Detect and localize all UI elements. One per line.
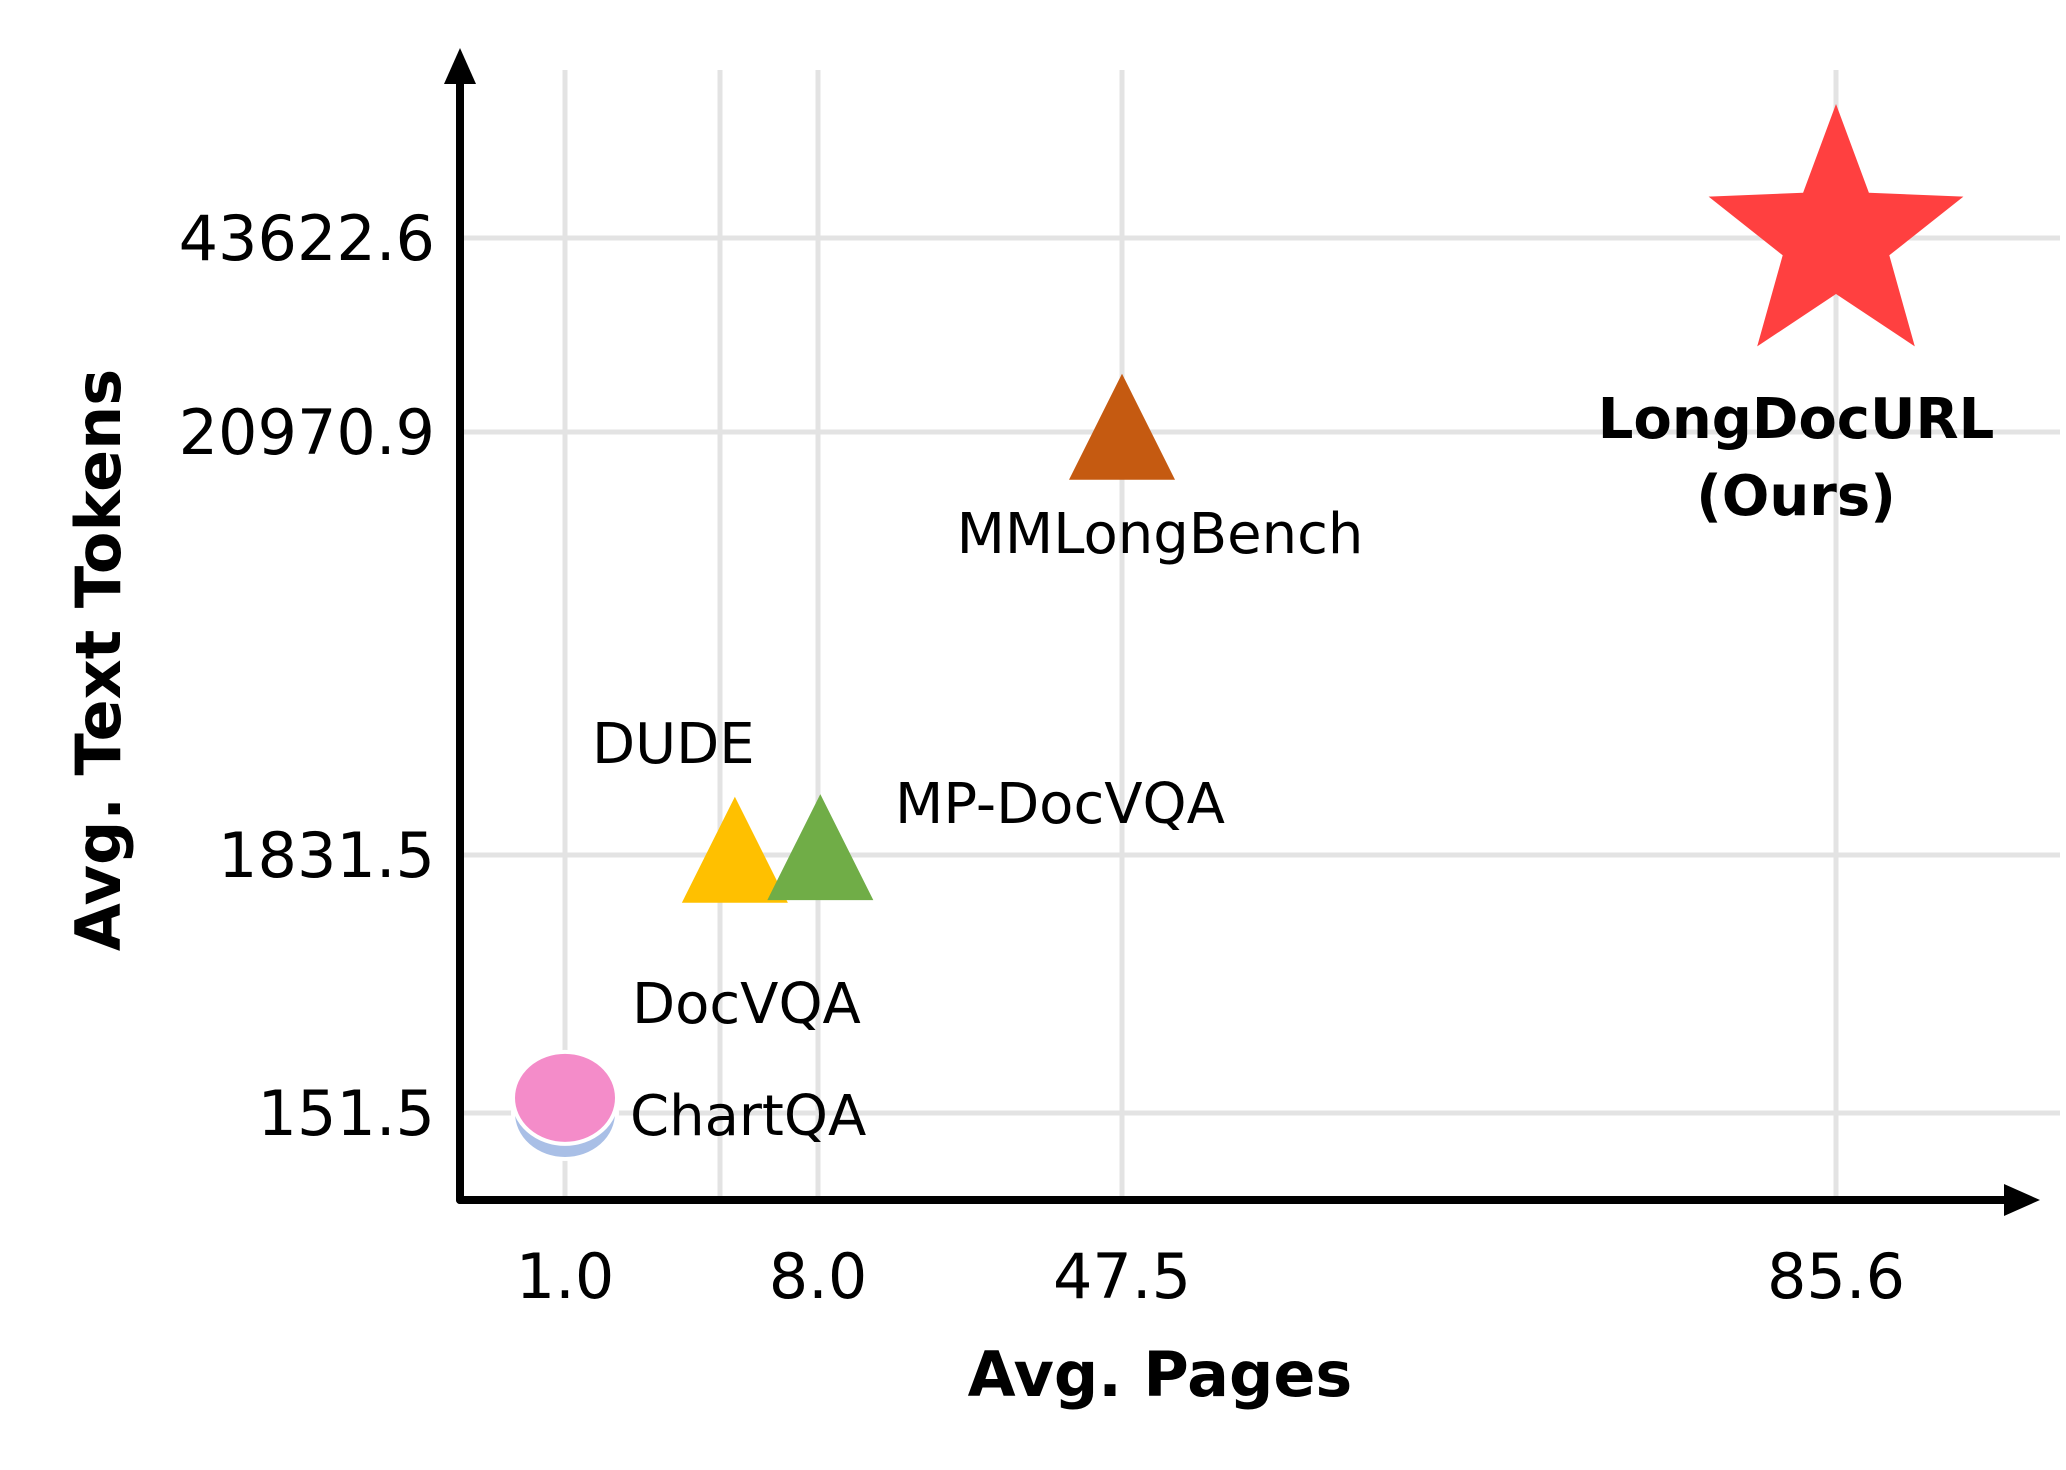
label-chartqa: ChartQA bbox=[630, 1084, 866, 1149]
point-longdocurl bbox=[1708, 104, 1964, 347]
y-axis-arrow bbox=[444, 48, 476, 84]
point-docvqa bbox=[511, 1049, 619, 1146]
x-axis-arrow bbox=[2004, 1184, 2040, 1216]
y-tick-label: 1831.5 bbox=[218, 819, 435, 892]
x-tick-label: 8.0 bbox=[769, 1240, 868, 1313]
point-mp-docvqa bbox=[767, 794, 874, 901]
label-longdocurl: LongDocURL bbox=[1598, 387, 1995, 452]
point-dude bbox=[681, 796, 788, 903]
x-tick-label: 1.0 bbox=[516, 1240, 615, 1313]
x-tick-label: 47.5 bbox=[1053, 1240, 1191, 1313]
marker-layer bbox=[511, 104, 1964, 1161]
label-docvqa: DocVQA bbox=[632, 972, 861, 1037]
point-mmlongbench bbox=[1069, 373, 1175, 480]
y-axis-label: Avg. Text Tokens bbox=[62, 369, 135, 951]
y-tick-label: 20970.9 bbox=[179, 396, 435, 469]
text-layer: 1.0 8.0 47.5 85.6 151.5 1831.5 20970.9 43622.6 A… bbox=[62, 202, 1994, 1411]
label-mmlongbench: MMLongBench bbox=[957, 502, 1364, 567]
y-tick-label: 43622.6 bbox=[179, 202, 435, 275]
x-tick-label: 85.6 bbox=[1767, 1240, 1905, 1313]
label-dude: DUDE bbox=[592, 712, 755, 777]
x-axis-label: Avg. Pages bbox=[968, 1338, 1353, 1411]
axis-layer bbox=[444, 48, 2040, 1216]
label-longdocurl-ours: (Ours) bbox=[1696, 464, 1896, 529]
y-tick-label: 151.5 bbox=[258, 1077, 436, 1150]
label-mp-docvqa: MP-DocVQA bbox=[895, 772, 1225, 837]
